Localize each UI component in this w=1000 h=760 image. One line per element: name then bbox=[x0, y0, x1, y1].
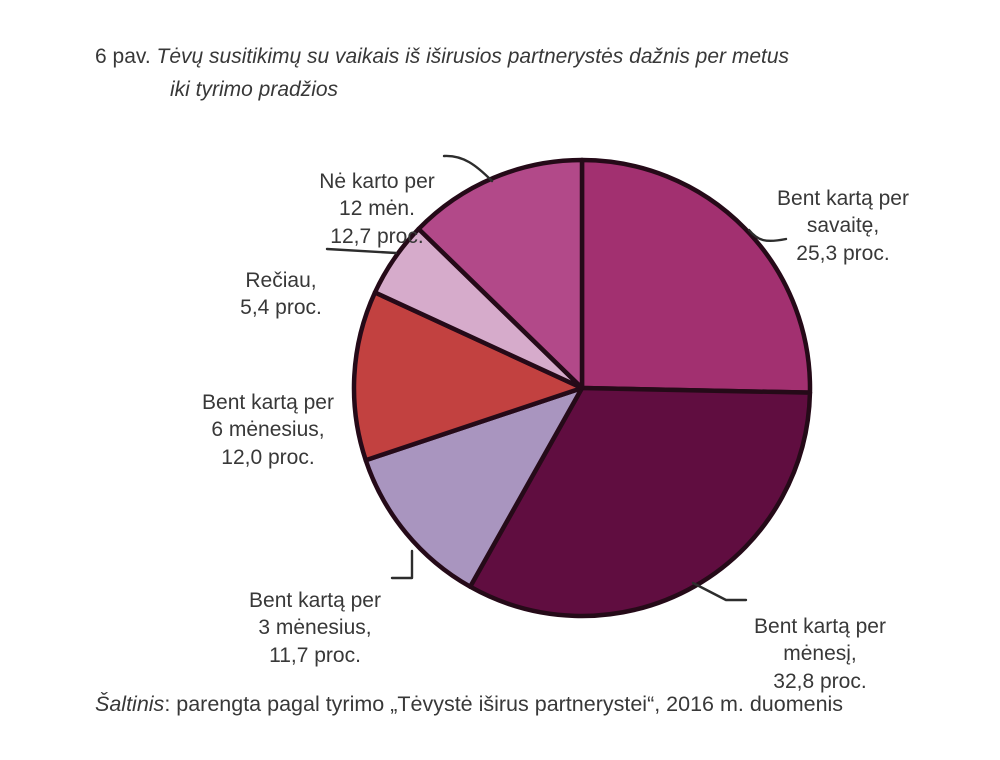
pie-slice-5 bbox=[416, 157, 585, 391]
pie-slice-3 bbox=[351, 290, 585, 463]
source-note: Šaltinis: parengta pagal tyrimo „Tėvystė… bbox=[95, 691, 955, 718]
leader-line-menesi bbox=[691, 581, 748, 602]
callout-reciau-text: Rečiau, 5,4 proc. bbox=[240, 268, 322, 320]
leader-line-nekarto bbox=[442, 154, 494, 183]
leader-line-savaite bbox=[747, 228, 788, 243]
callout-nekarto: Nė karto per 12 mėn. 12,7 proc. bbox=[319, 140, 435, 250]
callout-menesius3: Bent kartą per 3 mėnesius, 11,7 proc. bbox=[249, 559, 381, 669]
leader-line-menesius3 bbox=[390, 549, 414, 580]
pie-slice-0 bbox=[579, 157, 813, 395]
callout-savaite-text: Bent kartą per savaitę, 25,3 proc. bbox=[777, 186, 909, 265]
callout-menesius3-text: Bent kartą per 3 mėnesius, 11,7 proc. bbox=[249, 588, 381, 667]
callout-menesi-text: Bent kartą per mėnesį, 32,8 proc. bbox=[754, 614, 886, 693]
leader-line-reciau bbox=[325, 247, 398, 255]
pie-slice-1 bbox=[467, 385, 813, 619]
pie-slice-2 bbox=[363, 385, 585, 589]
figure-title: 6 pav. Tėvų susitikimų su vaikais iš iši… bbox=[95, 40, 1000, 106]
source-text: : parengta pagal tyrimo „Tėvystė iširus … bbox=[164, 692, 844, 716]
callout-menesi: Bent kartą per mėnesį, 32,8 proc. bbox=[754, 585, 886, 695]
figure-number: 6 pav. bbox=[95, 45, 151, 68]
callout-nekarto-text: Nė karto per 12 mėn. 12,7 proc. bbox=[319, 169, 435, 248]
callout-reciau: Rečiau, 5,4 proc. bbox=[240, 239, 322, 322]
pie-slices-group bbox=[351, 157, 813, 619]
callout-savaite: Bent kartą per savaitę, 25,3 proc. bbox=[777, 157, 909, 267]
source-label: Šaltinis bbox=[95, 692, 165, 716]
figure-title-text: Tėvų susitikimų su vaikais iš iširusios … bbox=[156, 45, 790, 101]
callout-menesius6: Bent kartą per 6 mėnesius, 12,0 proc. bbox=[202, 361, 334, 471]
callout-menesius6-text: Bent kartą per 6 mėnesius, 12,0 proc. bbox=[202, 390, 334, 469]
